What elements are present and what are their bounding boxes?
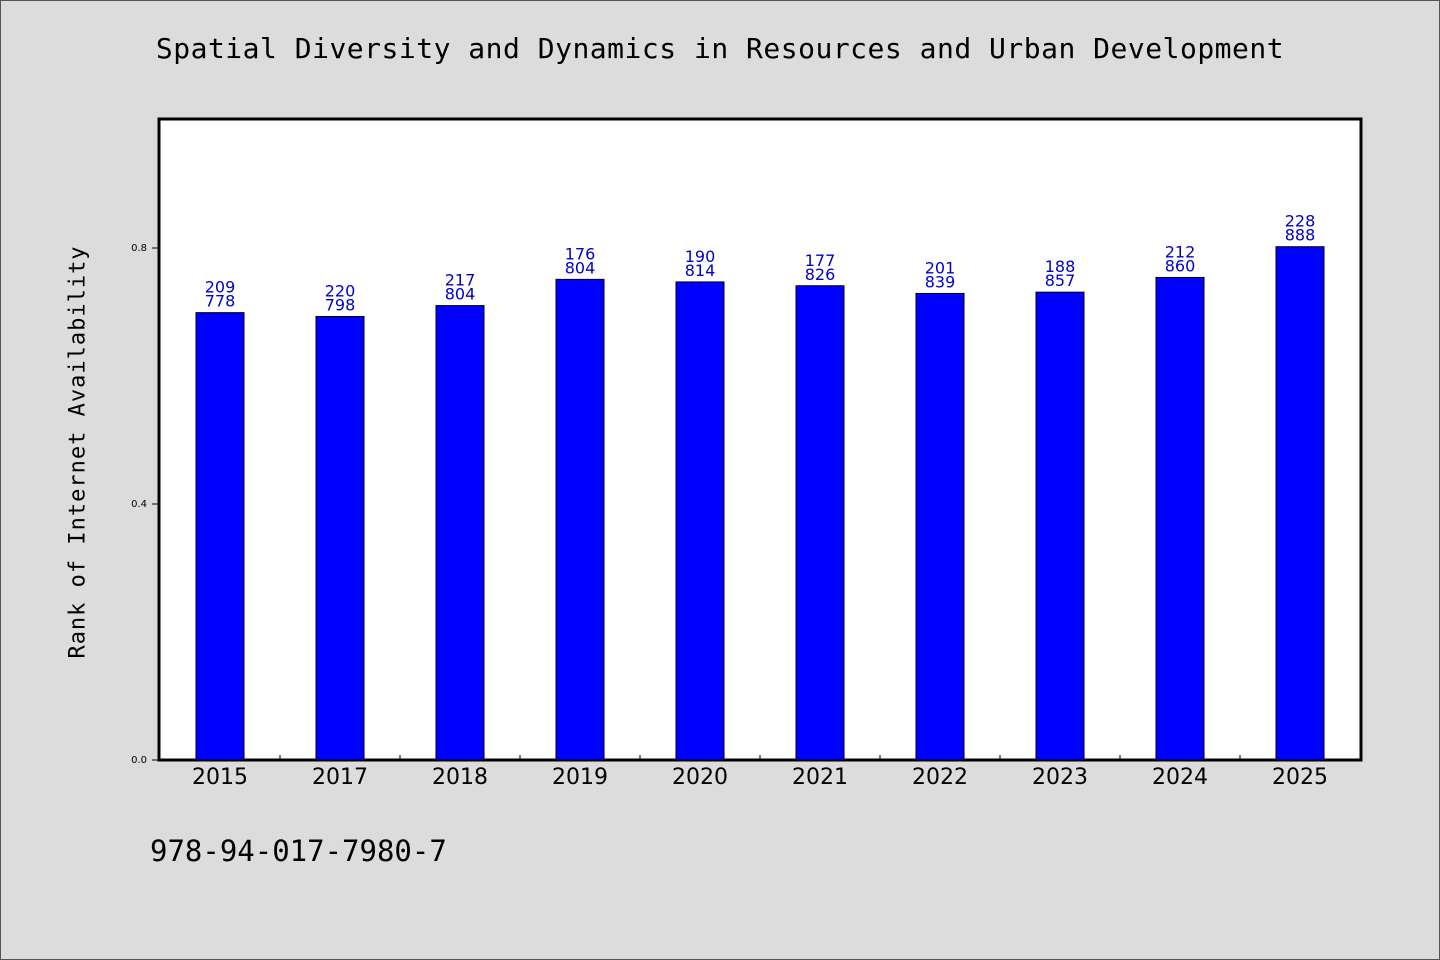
data-label: 188: [1045, 257, 1076, 276]
bar: [555, 278, 605, 761]
y-tick-label: 0.4: [131, 499, 147, 510]
x-tick-label: 2023: [1032, 765, 1088, 790]
data-label: 860: [1165, 256, 1196, 275]
x-tick-label: 2021: [792, 765, 848, 790]
bar: [195, 312, 245, 761]
data-label: 798: [325, 295, 356, 314]
data-label: 826: [805, 265, 836, 284]
bar: [1035, 291, 1085, 761]
x-tick-label: 2017: [312, 765, 368, 790]
data-label: 212: [1165, 242, 1196, 261]
data-label: 857: [1045, 271, 1076, 290]
data-label: 228: [1285, 212, 1316, 231]
x-tick-label: 2020: [672, 765, 728, 790]
data-label: 804: [445, 285, 476, 304]
data-label: 190: [685, 247, 716, 266]
data-label: 209: [205, 278, 236, 297]
data-label: 176: [565, 244, 596, 263]
bar: [1155, 276, 1205, 761]
bar: [315, 315, 365, 761]
data-label: 804: [565, 258, 596, 277]
bar: [435, 305, 485, 761]
bar: [675, 281, 725, 761]
x-tick-label: 2022: [912, 765, 968, 790]
data-label: 888: [1285, 226, 1316, 245]
data-label: 177: [805, 251, 836, 270]
axis-layer: 0.0 0.4 0.8 2015 2017 2018 2019 2020 2021 2022 202…: [131, 243, 1328, 790]
chart-title: Spatial Diversity and Dynamics in Resour…: [155, 32, 1285, 65]
data-label: 220: [325, 281, 356, 300]
x-tick-label: 2019: [552, 765, 608, 790]
bar: [915, 292, 965, 761]
y-tick-label: 0.8: [131, 243, 147, 254]
bar: [1275, 246, 1325, 761]
data-label: 778: [205, 292, 236, 311]
x-tick-label: 2018: [432, 765, 488, 790]
data-label: 201: [925, 258, 956, 277]
data-label: 839: [925, 272, 956, 291]
x-tick-label: 2024: [1152, 765, 1208, 790]
data-label: 814: [685, 261, 716, 280]
x-tick-label: 2025: [1272, 765, 1328, 790]
bar: [795, 285, 845, 761]
data-label: 217: [445, 271, 476, 290]
x-tick-label: 2015: [192, 765, 248, 790]
y-tick-label: 0.0: [131, 755, 147, 766]
isbn-text: 978-94-017-7980-7: [150, 834, 447, 868]
